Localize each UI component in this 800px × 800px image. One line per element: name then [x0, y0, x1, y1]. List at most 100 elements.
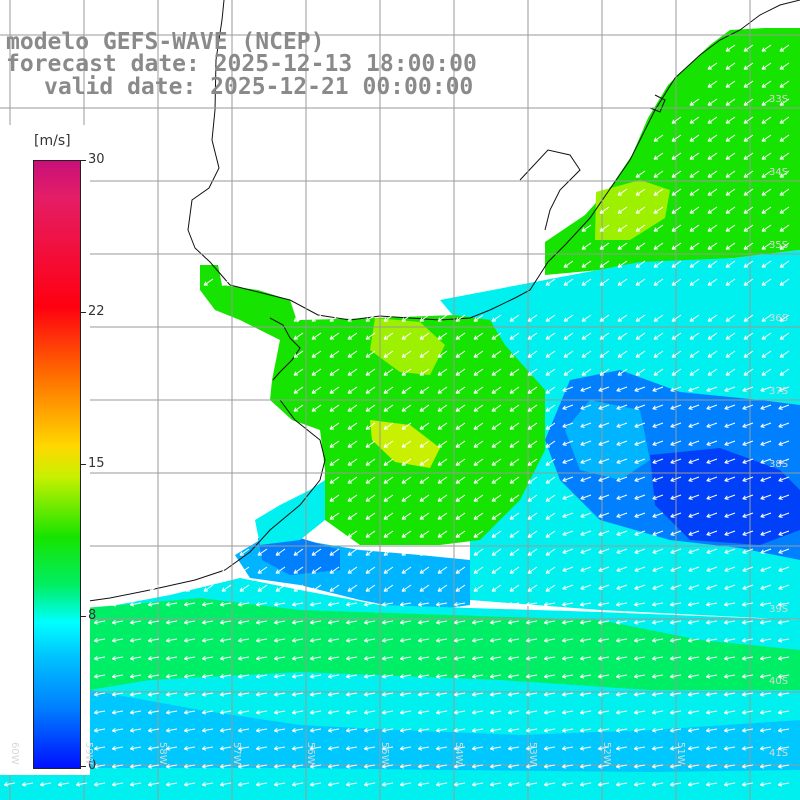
colorbar-label-8: 8: [88, 608, 97, 623]
colorbar-label-22: 22: [88, 304, 105, 319]
wind-arrow: [671, 368, 682, 376]
wind-arrow: [491, 314, 502, 322]
wind-arrow: [581, 242, 592, 250]
wind-arrow: [455, 530, 466, 538]
wind-arrow: [525, 746, 538, 751]
wind-arrow: [291, 710, 304, 715]
wind-arrow: [743, 260, 754, 268]
wind-arrow: [111, 692, 124, 697]
wind-arrow: [201, 674, 214, 679]
wind-arrow: [615, 710, 628, 715]
wind-arrow: [309, 782, 322, 787]
wind-arrow: [761, 62, 772, 70]
wind-arrow: [725, 350, 736, 358]
wind-arrow: [147, 728, 160, 733]
wind-arrow: [725, 134, 736, 142]
wind-arrow: [237, 638, 250, 643]
wind-arrow: [617, 188, 628, 196]
wind-arrow: [165, 728, 178, 733]
wind-arrow: [706, 548, 718, 554]
wind-arrow: [723, 746, 736, 751]
wind-arrow: [491, 350, 502, 358]
wind-arrow: [777, 782, 790, 787]
wind-arrow: [471, 710, 484, 715]
wind-arrow: [581, 350, 592, 358]
wind-arrow: [147, 620, 160, 625]
wind-arrow: [724, 512, 736, 518]
wind-arrow: [347, 386, 358, 394]
wind-arrow: [329, 530, 340, 538]
wind-arrow: [634, 476, 646, 482]
wind-arrow: [111, 764, 124, 769]
wind-arrow: [201, 656, 214, 661]
wind-arrow: [633, 782, 646, 787]
wind-arrow: [527, 584, 538, 592]
wind-arrow: [617, 224, 628, 232]
wind-arrow: [653, 350, 664, 358]
wind-arrow: [579, 692, 592, 697]
wind-arrow: [633, 620, 646, 625]
wind-arrow: [760, 548, 772, 554]
wind-arrow: [93, 728, 106, 733]
wind-arrow: [347, 512, 358, 520]
wind-arrow: [545, 440, 556, 448]
wind-arrow: [633, 764, 646, 769]
wind-arrow: [617, 368, 628, 376]
wind-arrow: [329, 422, 340, 430]
wind-arrow: [365, 386, 376, 394]
wind-arrow: [509, 422, 520, 430]
wind-arrow: [93, 710, 106, 715]
wind-arrow: [633, 710, 646, 715]
wind-arrow: [309, 746, 322, 751]
wind-arrow: [257, 566, 268, 574]
wind-arrow: [365, 584, 376, 592]
wind-arrow: [563, 278, 574, 286]
wind-arrow: [543, 602, 556, 607]
wind-arrow: [365, 314, 376, 322]
wind-arrow: [111, 710, 124, 715]
lat-label-41s: 41S: [769, 748, 789, 759]
colorbar-tick-22: [80, 312, 86, 313]
wind-arrow: [129, 638, 142, 643]
wind-arrow: [759, 746, 772, 751]
wind-arrow: [435, 674, 448, 679]
wind-arrow: [419, 512, 430, 520]
wind-arrow: [165, 746, 178, 751]
wind-arrow: [562, 494, 574, 500]
wind-arrow: [687, 674, 700, 679]
colorbar-label-30: 30: [88, 152, 105, 167]
wind-arrow: [670, 458, 682, 464]
wind-arrow: [507, 710, 520, 715]
wind-arrow: [689, 116, 700, 124]
wind-arrow: [401, 512, 412, 520]
wind-arrow: [579, 602, 592, 607]
wind-arrow: [671, 170, 682, 178]
wind-arrow: [688, 440, 700, 446]
wind-arrows: [3, 44, 790, 787]
wind-arrow: [579, 638, 592, 643]
wind-arrow: [580, 458, 592, 464]
wind-arrow: [543, 782, 556, 787]
wind-arrow: [779, 242, 790, 250]
wind-arrow: [725, 188, 736, 196]
wind-arrow: [509, 404, 520, 412]
wind-arrow: [724, 494, 736, 500]
wind-arrow: [545, 548, 556, 556]
wind-arrow: [580, 422, 592, 428]
colorbar-tick-8: [80, 616, 86, 617]
wind-arrow: [563, 314, 574, 322]
wind-arrow: [653, 278, 664, 286]
wind-arrow: [761, 80, 772, 88]
wind-arrow: [365, 548, 376, 556]
wind-arrow: [543, 674, 556, 679]
wind-arrow: [706, 566, 718, 572]
wind-arrow: [309, 692, 322, 697]
wind-arrow: [293, 548, 304, 556]
wind-arrow: [706, 494, 718, 500]
wind-arrow: [579, 728, 592, 733]
wind-arrow: [634, 530, 646, 536]
wind-arrow: [345, 638, 358, 643]
wind-arrow: [365, 404, 376, 412]
wind-arrow: [706, 530, 718, 536]
wind-arrow: [419, 422, 430, 430]
